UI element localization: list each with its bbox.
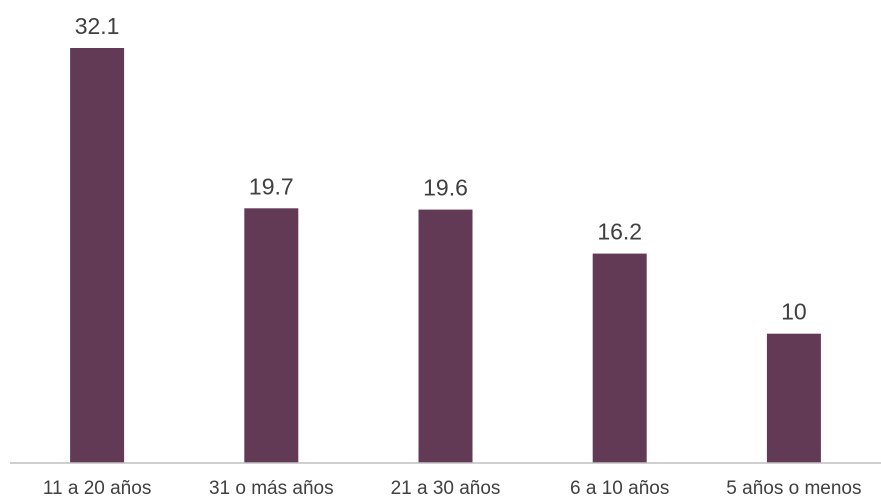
category-labels-layer: 11 a 20 años 31 o más años 21 a 30 años 6 a… xyxy=(43,478,862,499)
value-labels-layer: 32.1 19.7 19.6 16.2 10 xyxy=(75,13,807,325)
bar-value-label-1: 19.7 xyxy=(249,173,294,199)
bar-value-label-4: 10 xyxy=(781,299,807,325)
category-label-3: 6 a 10 años xyxy=(570,478,669,499)
category-label-2: 21 a 30 años xyxy=(391,478,501,499)
bar-0 xyxy=(70,48,125,463)
bar-3 xyxy=(592,253,647,463)
category-label-1: 31 o más años xyxy=(209,478,334,499)
bar-value-label-2: 19.6 xyxy=(423,175,468,201)
bar-1 xyxy=(244,208,299,463)
bar-4 xyxy=(766,333,821,463)
bar-value-label-0: 32.1 xyxy=(75,13,120,39)
category-label-4: 5 años o menos xyxy=(726,478,861,499)
bars-layer xyxy=(70,48,821,463)
category-label-0: 11 a 20 años xyxy=(43,478,151,499)
bar-2 xyxy=(418,209,473,463)
bar-value-label-3: 16.2 xyxy=(597,219,642,245)
